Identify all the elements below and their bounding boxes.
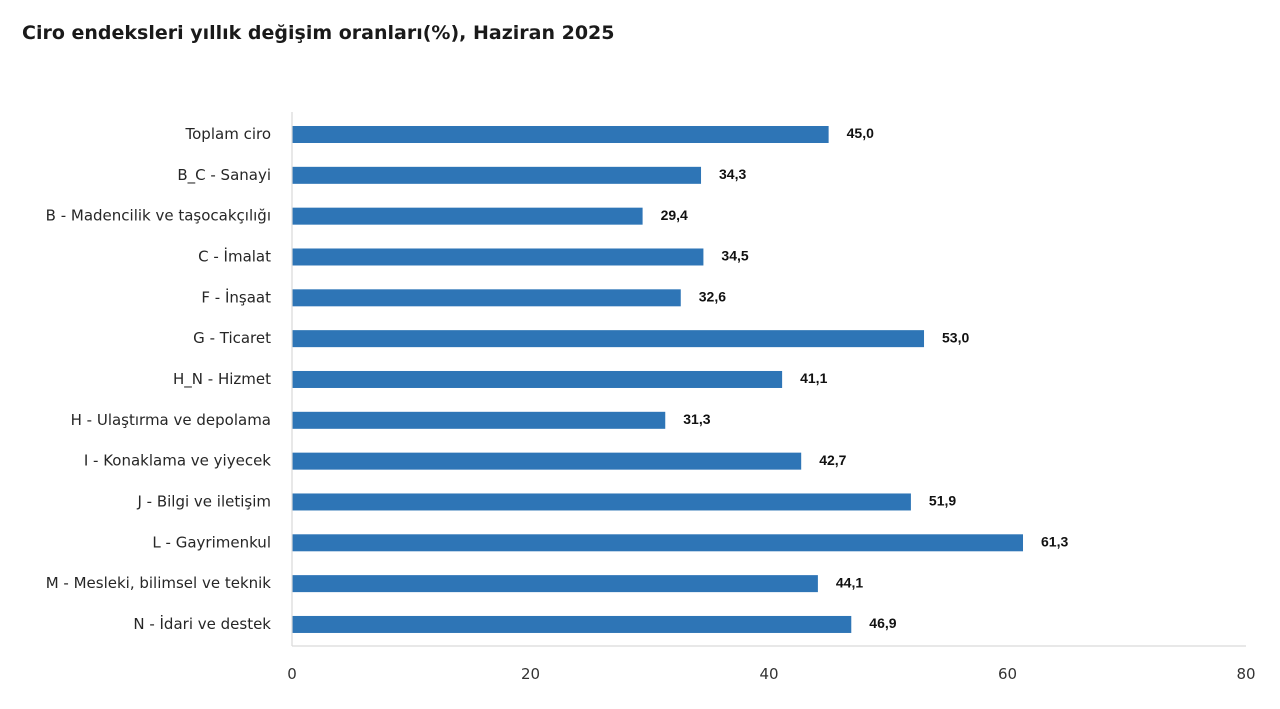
bar [292,452,802,470]
data-label: 45,0 [847,125,874,141]
category-label: B - Madencilik ve taşocakçılığı [46,207,271,225]
category-label: B_C - Sanayi [177,166,271,185]
data-label: 44,1 [836,574,863,590]
category-label: M - Mesleki, bilimsel ve teknik [46,574,272,592]
category-label: N - İdari ve destek [133,614,271,633]
data-label: 61,3 [1041,534,1068,550]
bar [292,248,704,266]
category-label: L - Gayrimenkul [152,533,271,551]
bar [292,575,818,593]
bar [292,411,666,429]
x-tick-label: 60 [998,665,1017,683]
bar [292,615,852,633]
category-label: Toplam ciro [185,125,271,143]
x-tick-label: 80 [1236,665,1255,683]
data-label: 42,7 [819,452,846,468]
category-label: C - İmalat [198,246,271,265]
category-label: F - İnşaat [201,287,271,306]
category-label: H_N - Hizmet [173,370,271,389]
data-label: 53,0 [942,329,969,345]
bar [292,289,681,307]
data-label: 46,9 [869,615,896,631]
bar [292,370,783,388]
bars-group: Toplam ciro 45,0 B_C - Sanayi 34,3 B - Maden… [46,125,1068,633]
bar [292,207,643,225]
bar [292,534,1024,552]
data-label: 51,9 [929,493,956,509]
axis-group: 0 20 40 60 80 [287,112,1256,683]
bar [292,166,702,184]
bar [292,330,925,348]
bar [292,493,911,511]
category-label: J - Bilgi ve iletişim [136,492,271,510]
x-tick-label: 40 [759,665,778,683]
data-label: 29,4 [661,207,688,223]
data-label: 34,5 [721,248,748,264]
data-label: 41,1 [800,370,827,386]
chart-title: Ciro endeksleri yıllık değişim oranları(… [22,22,615,44]
category-label: H - Ulaştırma ve depolama [71,411,271,429]
x-tick-label: 0 [287,665,297,683]
data-label: 31,3 [683,411,710,427]
category-label: I - Konaklama ve yiyecek [84,452,271,470]
data-label: 34,3 [719,166,746,182]
bar [292,126,829,143]
data-label: 32,6 [699,289,726,305]
x-tick-label: 20 [521,665,540,683]
category-label: G - Ticaret [193,329,271,347]
